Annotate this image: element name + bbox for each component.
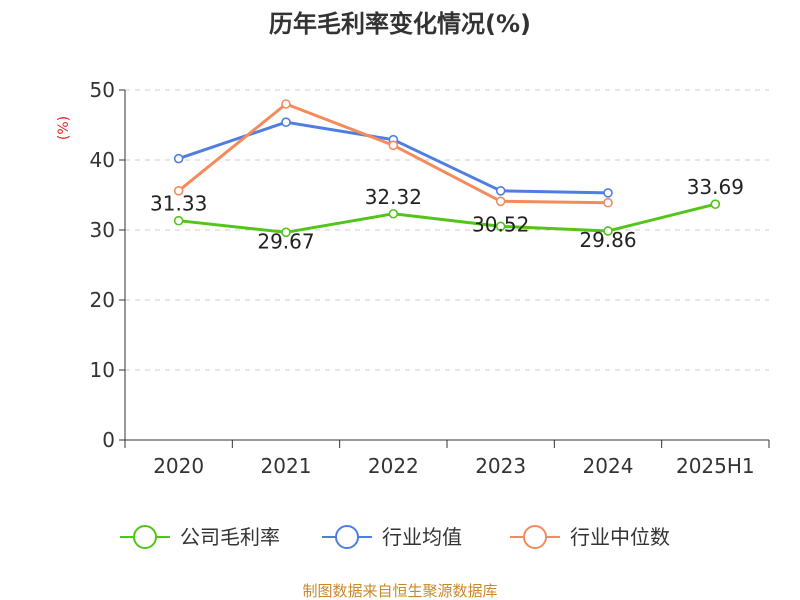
data-point-0-2 bbox=[388, 208, 399, 219]
x-tick-label-2020: 2020 bbox=[153, 454, 204, 478]
y-tick-label-10: 10 bbox=[90, 358, 115, 382]
data-point-1-0 bbox=[173, 153, 184, 164]
data-label-2023: 30.52 bbox=[472, 212, 529, 236]
series-line-1 bbox=[178, 120, 609, 195]
legend-item-1[interactable]: 行业均值 bbox=[322, 525, 462, 549]
legend-item-0[interactable]: 公司毛利率 bbox=[120, 525, 280, 549]
data-point-0-5 bbox=[710, 199, 721, 209]
legend-marker-icon bbox=[133, 525, 157, 549]
y-tick-label-20: 20 bbox=[90, 288, 115, 312]
y-axis-unit-label: (%) bbox=[56, 116, 72, 140]
axis-layer: 0 10 20 30 40 50 2020 2021 2022 2023 2024 2025H1 bbox=[90, 78, 770, 478]
x-tick-label-2024: 2024 bbox=[583, 454, 634, 478]
data-point-2-4 bbox=[603, 197, 613, 208]
data-point-2-2 bbox=[388, 140, 399, 151]
series-layer bbox=[173, 99, 721, 238]
data-point-0-1 bbox=[281, 227, 291, 238]
data-label-2021: 29.67 bbox=[257, 229, 314, 253]
data-label-2022: 32.32 bbox=[365, 185, 422, 209]
data-point-0-4 bbox=[603, 226, 613, 236]
data-label-layer: 31.33 29.67 32.32 30.52 29.86 33.69 bbox=[150, 175, 744, 253]
legend-marker-icon bbox=[523, 525, 547, 549]
source-note: 制图数据来自恒生聚源数据库 bbox=[302, 582, 497, 600]
series-line-0 bbox=[178, 202, 716, 234]
data-point-0-3 bbox=[495, 221, 506, 232]
y-tick-label-0: 0 bbox=[102, 428, 115, 452]
data-point-0-0 bbox=[173, 215, 184, 226]
x-tick-label-2022: 2022 bbox=[368, 454, 419, 478]
x-tick-label-2021: 2021 bbox=[261, 454, 312, 478]
legend: 公司毛利率 行业均值 行业中位数 bbox=[120, 525, 670, 549]
legend-label: 公司毛利率 bbox=[180, 525, 280, 549]
data-point-2-0 bbox=[173, 186, 184, 196]
legend-label: 行业中位数 bbox=[570, 525, 670, 549]
legend-label: 行业均值 bbox=[382, 525, 462, 549]
y-tick-label-40: 40 bbox=[90, 148, 115, 172]
x-tick-label-2025H1: 2025H1 bbox=[676, 454, 755, 478]
data-point-1-3 bbox=[495, 186, 506, 196]
y-tick-label-50: 50 bbox=[90, 78, 115, 102]
x-tick-label-2023: 2023 bbox=[475, 454, 526, 478]
data-point-2-3 bbox=[495, 196, 506, 207]
y-tick-label-30: 30 bbox=[90, 218, 115, 242]
data-label-2020: 31.33 bbox=[150, 192, 207, 216]
data-label-2025H1: 33.69 bbox=[687, 175, 744, 199]
data-label-2024: 29.86 bbox=[579, 228, 636, 252]
legend-marker-icon bbox=[335, 525, 359, 549]
legend-item-2[interactable]: 行业中位数 bbox=[510, 525, 670, 549]
data-point-2-1 bbox=[281, 99, 291, 109]
data-point-1-4 bbox=[603, 188, 613, 198]
data-point-1-1 bbox=[281, 117, 291, 127]
chart-title: 历年毛利率变化情况(%) bbox=[269, 10, 531, 38]
grid-layer bbox=[125, 89, 769, 371]
